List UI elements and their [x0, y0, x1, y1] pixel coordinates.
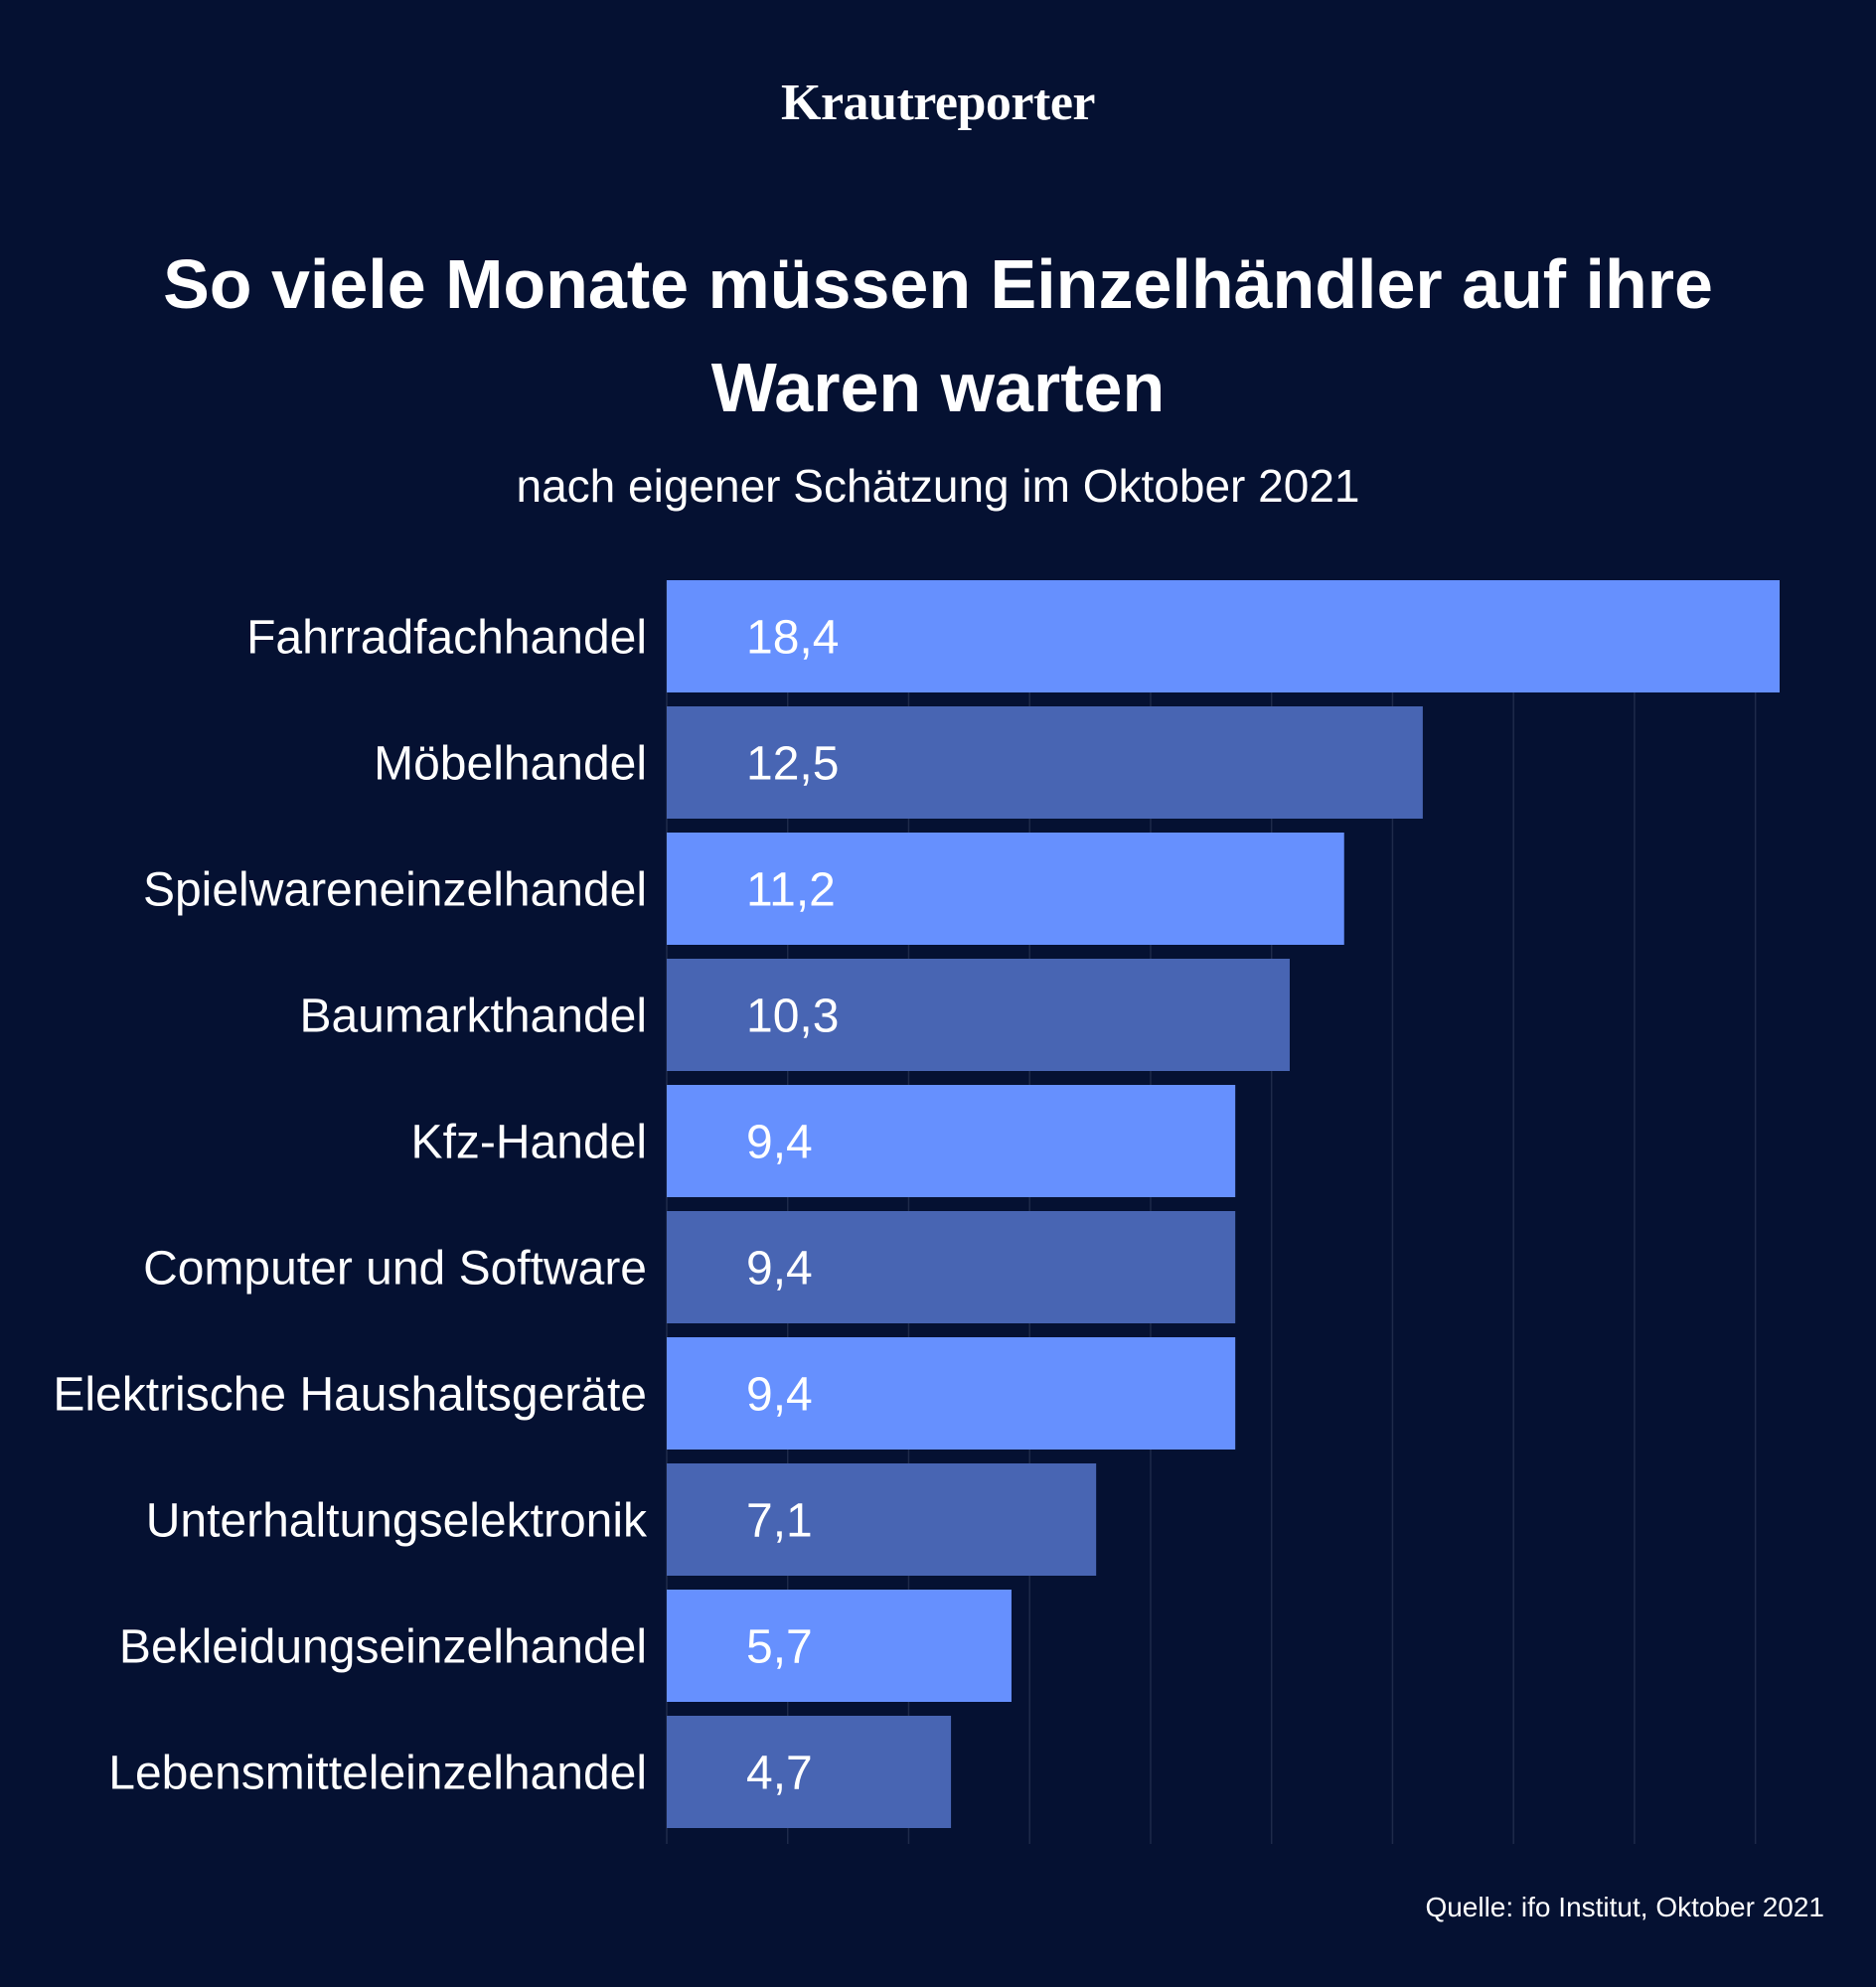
category-label: Fahrradfachhandel	[246, 612, 647, 665]
category-label: Spielwareneinzelhandel	[143, 864, 647, 917]
category-label: Kfz-Handel	[411, 1117, 647, 1169]
category-label: Bekleidungseinzelhandel	[119, 1621, 647, 1674]
bar	[667, 1590, 1012, 1702]
bar	[667, 706, 1423, 819]
chart-title: So viele Monate müssen Einzelhändler auf…	[163, 245, 1713, 426]
bar	[667, 580, 1780, 692]
source-note: Quelle: ifo Institut, Oktober 2021	[1425, 1892, 1824, 1922]
chart-subtitle: nach eigener Schätzung im Oktober 2021	[516, 460, 1360, 512]
bar	[667, 833, 1344, 945]
value-label: 7,1	[746, 1495, 813, 1548]
bar	[667, 1716, 952, 1828]
bar	[667, 1085, 1236, 1197]
bar	[667, 959, 1290, 1071]
brand-logo: Krautreporter	[781, 75, 1095, 131]
category-label: Baumarkthandel	[299, 991, 647, 1043]
value-label: 9,4	[746, 1369, 813, 1422]
category-label: Unterhaltungselektronik	[146, 1495, 648, 1548]
value-label: 10,3	[746, 991, 839, 1043]
value-label: 9,4	[746, 1243, 813, 1296]
bar	[667, 1211, 1236, 1323]
value-label: 18,4	[746, 612, 839, 665]
category-label: Elektrische Haushaltsgeräte	[53, 1369, 647, 1422]
category-label: Computer und Software	[143, 1243, 647, 1296]
value-label: 11,2	[746, 864, 836, 917]
category-label: Möbelhandel	[374, 738, 647, 791]
value-label: 12,5	[746, 738, 839, 791]
value-label: 4,7	[746, 1748, 813, 1800]
category-label: Lebensmitteleinzelhandel	[108, 1748, 647, 1800]
value-label: 5,7	[746, 1621, 813, 1674]
bar	[667, 1337, 1236, 1450]
bar	[667, 1463, 1097, 1576]
value-label: 9,4	[746, 1117, 813, 1169]
